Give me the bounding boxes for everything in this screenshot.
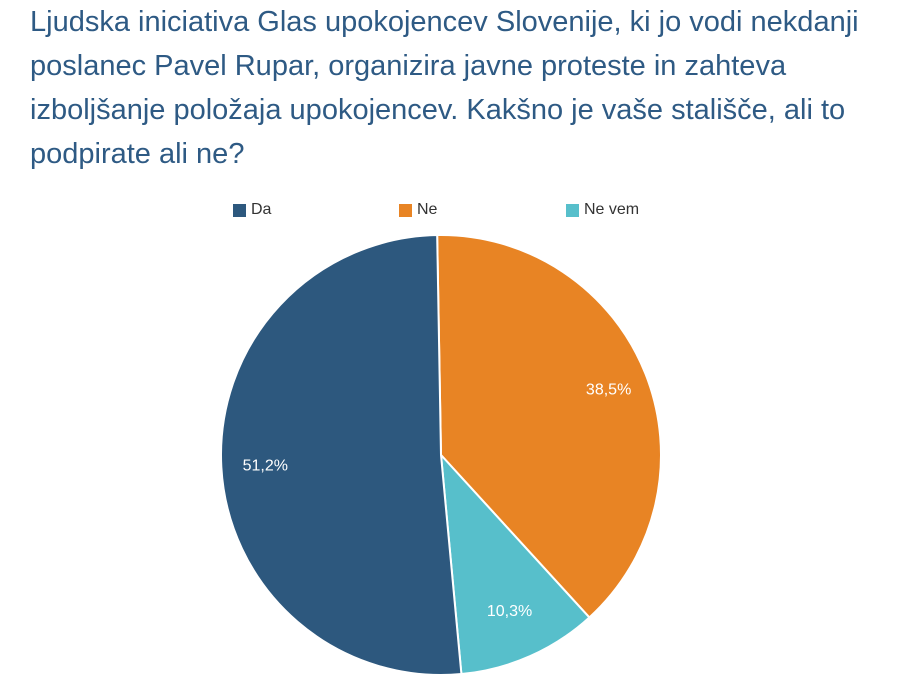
pie-slice-da <box>219 234 463 676</box>
data-label-da: 51,2% <box>243 458 288 475</box>
legend-item-ne-vem: Ne vem <box>566 201 639 219</box>
legend: Da Ne Ne vem <box>0 200 916 224</box>
pie-slice-ne-vem <box>439 452 591 676</box>
legend-item-ne: Ne <box>399 201 437 219</box>
data-label-ne-vem: 10,3% <box>487 603 532 620</box>
legend-label-ne-vem: Ne vem <box>584 201 640 218</box>
legend-swatch-ne-vem <box>566 203 579 217</box>
legend-label-ne: Ne <box>417 201 438 218</box>
pie-slice-ne <box>436 234 662 619</box>
chart-title: Ljudska iniciativa Glas upokojencev Slov… <box>30 6 859 170</box>
legend-swatch-da <box>233 203 246 217</box>
legend-label-da: Da <box>251 201 272 218</box>
legend-swatch-ne <box>399 203 412 217</box>
legend-item-da: Da <box>233 201 271 219</box>
data-label-ne: 38,5% <box>586 381 631 398</box>
